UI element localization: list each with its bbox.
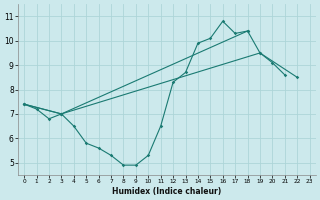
X-axis label: Humidex (Indice chaleur): Humidex (Indice chaleur) <box>112 187 221 196</box>
